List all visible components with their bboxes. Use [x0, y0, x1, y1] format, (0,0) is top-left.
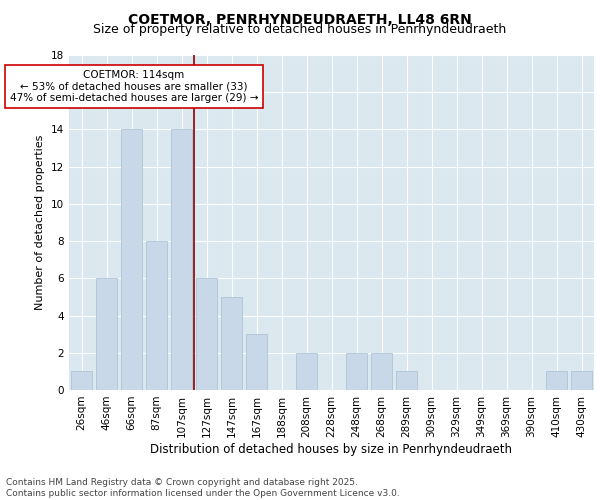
- Bar: [246, 334, 267, 390]
- Bar: [121, 130, 142, 390]
- Bar: [196, 278, 217, 390]
- Bar: [396, 372, 417, 390]
- Bar: [346, 353, 367, 390]
- Bar: [146, 241, 167, 390]
- Bar: [96, 278, 117, 390]
- Bar: [371, 353, 392, 390]
- Text: Size of property relative to detached houses in Penrhyndeudraeth: Size of property relative to detached ho…: [94, 22, 506, 36]
- Y-axis label: Number of detached properties: Number of detached properties: [35, 135, 46, 310]
- Bar: [171, 130, 192, 390]
- Text: COETMOR: 114sqm
← 53% of detached houses are smaller (33)
47% of semi-detached h: COETMOR: 114sqm ← 53% of detached houses…: [10, 70, 258, 103]
- Bar: [546, 372, 567, 390]
- Bar: [571, 372, 592, 390]
- Text: COETMOR, PENRHYNDEUDRAETH, LL48 6RN: COETMOR, PENRHYNDEUDRAETH, LL48 6RN: [128, 12, 472, 26]
- Bar: [221, 297, 242, 390]
- X-axis label: Distribution of detached houses by size in Penrhyndeudraeth: Distribution of detached houses by size …: [151, 442, 512, 456]
- Text: Contains HM Land Registry data © Crown copyright and database right 2025.
Contai: Contains HM Land Registry data © Crown c…: [6, 478, 400, 498]
- Bar: [71, 372, 92, 390]
- Bar: [296, 353, 317, 390]
